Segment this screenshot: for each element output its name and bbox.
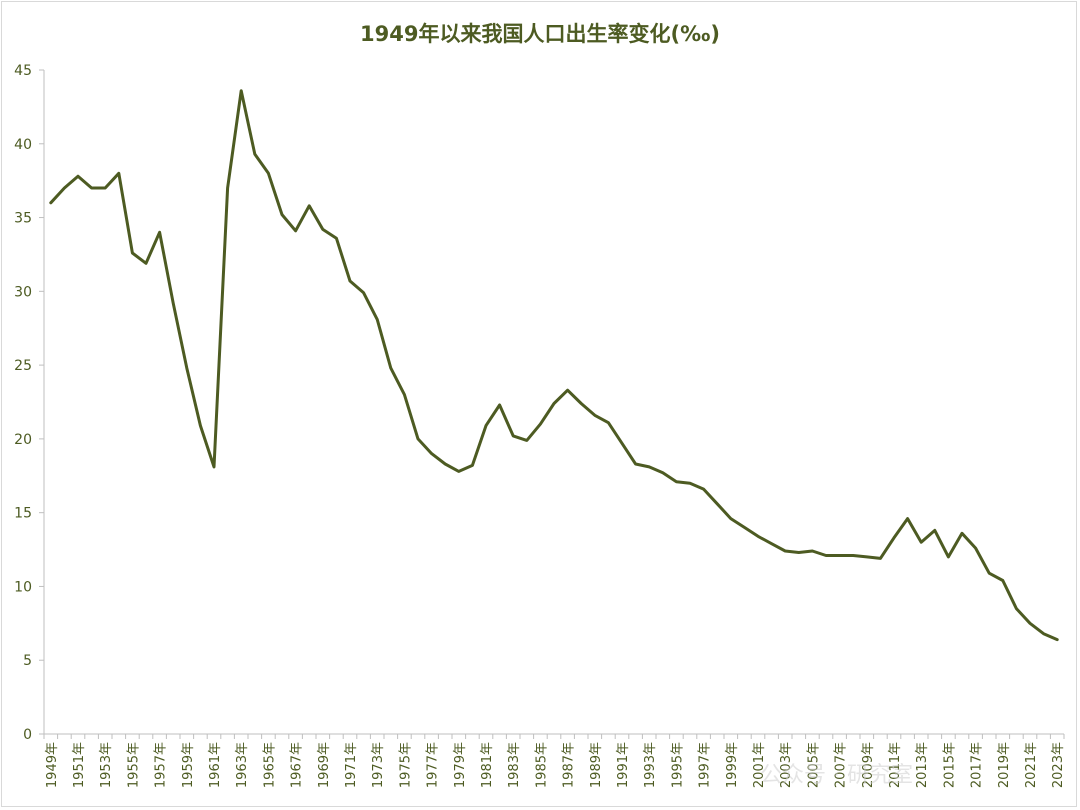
y-tick-label: 45 [14,63,32,79]
x-tick-label: 2007年 [834,742,849,788]
y-tick-label: 20 [14,432,32,448]
x-tick-label: 1973年 [371,742,386,788]
y-tick-label: 40 [14,137,32,153]
x-tick-label: 1985年 [534,742,549,788]
x-tick-label: 1993年 [643,742,658,788]
x-tick-label: 2021年 [1024,742,1039,788]
x-tick-label: 2013年 [915,742,930,788]
x-tick-label: 1995年 [670,742,685,788]
series-line [49,89,1059,642]
x-tick-label: 2009年 [861,742,876,788]
x-tick-label: 2001年 [752,742,767,788]
watermark-text: 公众号 · 研究室 [760,763,913,788]
chart-title: 1949年以来我国人口出生率变化(‰) [360,22,720,46]
x-tick-label: 2015年 [942,742,957,788]
x-tick-label: 1949年 [45,742,60,788]
x-tick-label: 1965年 [262,742,277,788]
x-tick-label: 1957年 [154,742,169,788]
x-tick-label: 1989年 [589,742,604,788]
x-tick-label: 1971年 [344,742,359,788]
y-tick-label: 30 [14,284,32,300]
x-tick-label: 1959年 [181,742,196,788]
x-tick-label: 1991年 [616,742,631,788]
x-tick-label: 2023年 [1051,742,1066,788]
x-tick-label: 1983年 [507,742,522,788]
x-tick-label: 1997年 [698,742,713,788]
x-tick-label: 1981年 [480,742,495,788]
x-tick-label: 2005年 [806,742,821,788]
y-tick-label: 35 [14,211,32,227]
x-tick-label: 1963年 [235,742,250,788]
x-tick-label: 1951年 [72,742,87,788]
y-tick-label: 10 [14,579,32,595]
x-tick-label: 1979年 [453,742,468,788]
x-tick-label: 1967年 [290,742,305,788]
x-tick-label: 1977年 [426,742,441,788]
x-tick-label: 2003年 [779,742,794,788]
y-tick-label: 5 [23,653,32,669]
x-tick-label: 1987年 [562,742,577,788]
x-tick-label: 1975年 [398,742,413,788]
x-tick-label: 1955年 [126,742,141,788]
x-tick-label: 1961年 [208,742,223,788]
y-tick-label: 15 [14,506,32,522]
x-tick-label: 2019年 [997,742,1012,788]
y-tick-label: 0 [23,727,32,743]
x-tick-label: 1969年 [317,742,332,788]
x-tick-label: 1999年 [725,742,740,788]
y-tick-label: 25 [14,358,32,374]
x-tick-label: 2011年 [888,742,903,788]
x-tick-label: 2017年 [970,742,985,788]
x-tick-label: 1953年 [99,742,114,788]
